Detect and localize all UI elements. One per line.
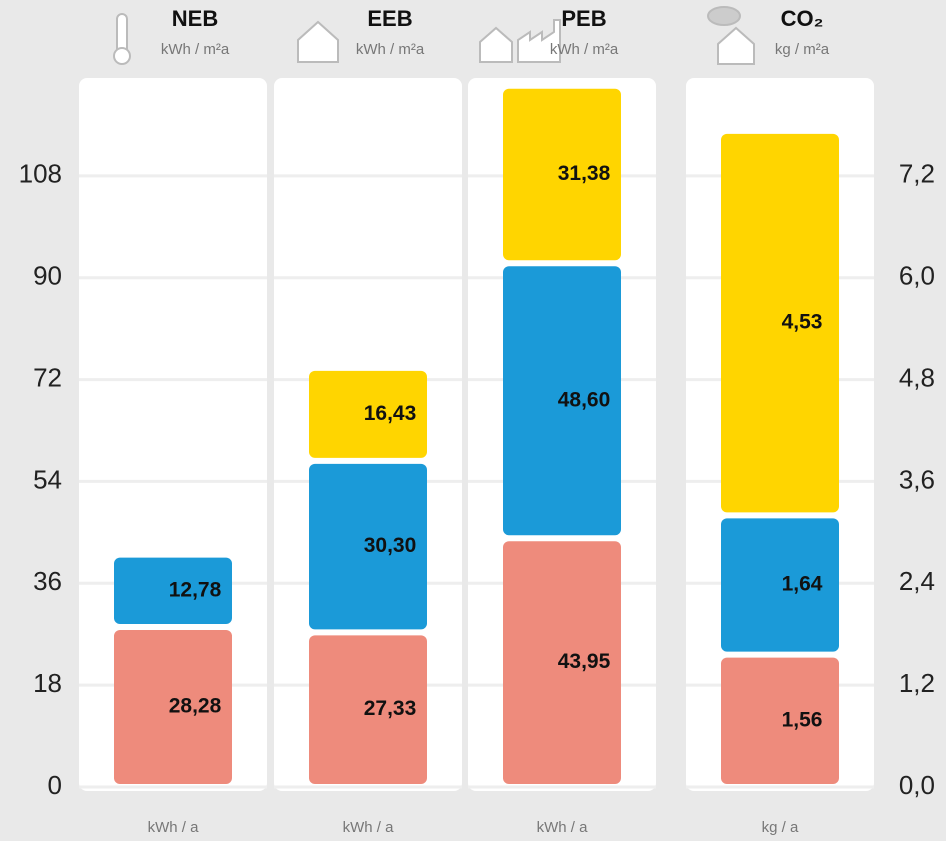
unit-label: kWh / m²a (356, 41, 425, 58)
bottom-label: kWh / a (537, 819, 589, 836)
category-label: PEB (561, 6, 606, 31)
category-label: NEB (172, 6, 218, 31)
value-label: 30,30 (364, 534, 417, 557)
value-label: 1,56 (782, 708, 823, 731)
y-tick-label: 54 (33, 464, 62, 494)
y2-tick-label: 3,6 (899, 464, 935, 494)
bar-segment (503, 266, 621, 536)
y2-tick-label: 6,0 (899, 261, 935, 291)
bar-segment (114, 629, 232, 784)
value-label: 27,33 (364, 697, 417, 720)
y-tick-label: 36 (33, 566, 62, 596)
category-label: EEB (367, 6, 412, 31)
bar-segment (721, 133, 839, 513)
bar-segment (309, 463, 427, 630)
value-label: 48,60 (558, 388, 611, 411)
house-co2-icon (717, 26, 755, 65)
value-label: 43,95 (558, 650, 611, 673)
unit-label: kg / m²a (775, 41, 830, 58)
bar-segment (721, 518, 839, 652)
bar-segment (503, 88, 621, 261)
icons (113, 6, 755, 65)
value-label: 31,38 (558, 162, 611, 185)
bottom-label: kWh / a (343, 819, 395, 836)
thermometer-bulb (113, 47, 131, 65)
value-label: 12,78 (169, 578, 222, 601)
y-tick-label: 90 (33, 261, 62, 291)
value-label: 16,43 (364, 402, 417, 425)
house-factory-icon (479, 19, 561, 63)
category-label: CO₂ (781, 6, 824, 31)
bottom-label: kg / a (762, 819, 799, 836)
y2-tick-label: 0,0 (899, 770, 935, 800)
value-label: 28,28 (169, 695, 222, 718)
y-tick-label: 72 (33, 362, 62, 392)
y2-tick-label: 2,4 (899, 566, 935, 596)
y2-tick-label: 1,2 (899, 668, 935, 698)
unit-label: kWh / m²a (550, 41, 619, 58)
bar-segment (114, 557, 232, 624)
value-label: 4,53 (782, 311, 823, 334)
cloud-icon (707, 6, 741, 26)
bar-segment (309, 635, 427, 784)
y-tick-label: 18 (33, 668, 62, 698)
y2-tick-label: 7,2 (899, 159, 935, 189)
bottom-label: kWh / a (148, 819, 200, 836)
y-tick-label: 108 (19, 159, 62, 189)
value-label: 1,64 (782, 573, 823, 596)
y-tick-label: 0 (48, 770, 62, 800)
house-icon (297, 20, 339, 63)
y2-tick-label: 4,8 (899, 362, 935, 392)
bar-segment (503, 541, 621, 784)
unit-label: kWh / m²a (161, 41, 230, 58)
bar-segment (721, 657, 839, 784)
bar-segment (309, 370, 427, 458)
